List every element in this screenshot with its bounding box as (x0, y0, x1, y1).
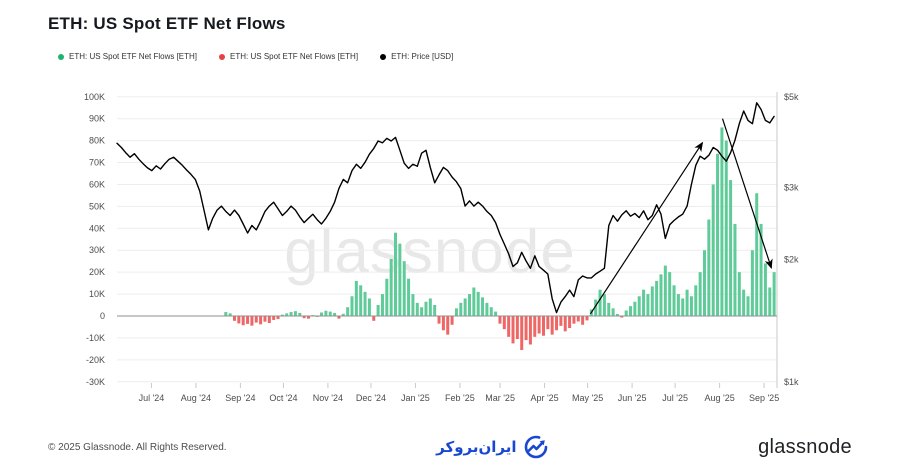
glassnode-wordmark: glassnode (758, 435, 852, 458)
svg-text:50K: 50K (89, 201, 105, 211)
svg-text:Feb '25: Feb '25 (445, 393, 475, 403)
svg-text:Jul '25: Jul '25 (662, 393, 688, 403)
outflow-legend-dot-icon (219, 53, 226, 60)
svg-text:Jan '25: Jan '25 (401, 393, 430, 403)
svg-text:-10K: -10K (86, 333, 105, 343)
flow-bars (224, 127, 776, 350)
trend-annotation-arrows (589, 118, 773, 315)
svg-text:80K: 80K (89, 136, 105, 146)
inflow-legend-dot-icon (58, 53, 64, 60)
trend-arrow-up (589, 141, 704, 315)
iranbroker-wordmark: ایران‌بروکر (436, 438, 517, 456)
y-axis-left-labels: 100K 90K 80K 70K 60K 50K 40K 30K 20K 10K 0 -10K -20K… (84, 92, 105, 387)
svg-text:$3k: $3k (784, 182, 799, 192)
x-axis-labels: Jul '24 Aug '24 Sep '24 Oct '24 Nov '24 Dec '… (139, 383, 779, 403)
svg-text:$1k: $1k (784, 377, 799, 387)
legend-item-inflows[interactable]: ETH: US Spot ETF Net Flows [ETH] (58, 52, 197, 61)
copyright-text: © 2025 Glassnode. All Rights Reserved. (48, 441, 227, 453)
chart-legend: ETH: US Spot ETF Net Flows [ETH] ETH: US… (58, 52, 453, 61)
svg-text:-30K: -30K (86, 377, 105, 387)
price-legend-dot-icon (380, 53, 387, 60)
svg-text:Sep '25: Sep '25 (749, 393, 779, 403)
svg-text:May '25: May '25 (572, 393, 603, 403)
svg-text:70K: 70K (89, 158, 105, 168)
svg-text:40K: 40K (89, 223, 105, 233)
price-line (116, 102, 775, 314)
chart-plot-area[interactable] (117, 92, 777, 388)
svg-text:Dec '24: Dec '24 (356, 393, 386, 403)
svg-text:10K: 10K (89, 289, 105, 299)
svg-text:Mar '25: Mar '25 (485, 393, 515, 403)
svg-text:$5k: $5k (784, 92, 799, 102)
svg-text:Oct '24: Oct '24 (269, 393, 297, 403)
iranbroker-logo[interactable]: ایران‌بروکر (436, 434, 548, 460)
legend-item-price[interactable]: ETH: Price [USD] (380, 52, 453, 61)
legend-label: ETH: Price [USD] (391, 52, 454, 61)
svg-text:Jul '24: Jul '24 (139, 393, 165, 403)
svg-text:0: 0 (100, 311, 105, 321)
svg-text:Sep '24: Sep '24 (225, 393, 255, 403)
legend-label: ETH: US Spot ETF Net Flows [ETH] (69, 52, 198, 61)
svg-text:100K: 100K (84, 92, 105, 102)
footer: © 2025 Glassnode. All Rights Reserved. ا… (0, 424, 900, 470)
svg-text:30K: 30K (89, 245, 105, 255)
svg-text:Aug '24: Aug '24 (181, 393, 211, 403)
svg-text:20K: 20K (89, 267, 105, 277)
svg-text:Aug '25: Aug '25 (704, 393, 734, 403)
svg-text:-20K: -20K (86, 355, 105, 365)
etf-netflows-price-chart[interactable]: 100K 90K 80K 70K 60K 50K 40K 30K 20K 10K 0 -10K -20K… (0, 0, 900, 415)
y-axis-right-labels: $5k $3k $2k $1k (784, 92, 799, 387)
legend-item-outflows[interactable]: ETH: US Spot ETF Net Flows [ETH] (219, 52, 358, 61)
svg-text:60K: 60K (89, 179, 105, 189)
svg-text:Nov '24: Nov '24 (313, 393, 343, 403)
legend-label: ETH: US Spot ETF Net Flows [ETH] (230, 52, 359, 61)
svg-text:Apr '25: Apr '25 (530, 393, 558, 403)
svg-text:90K: 90K (89, 114, 105, 124)
page-title: ETH: US Spot ETF Net Flows (48, 14, 286, 33)
svg-text:Jun '25: Jun '25 (618, 393, 647, 403)
svg-text:$2k: $2k (784, 254, 799, 264)
trend-arrow-down (721, 118, 773, 269)
grid-lines (117, 96, 777, 383)
iranbroker-chart-circle-icon (524, 435, 547, 459)
